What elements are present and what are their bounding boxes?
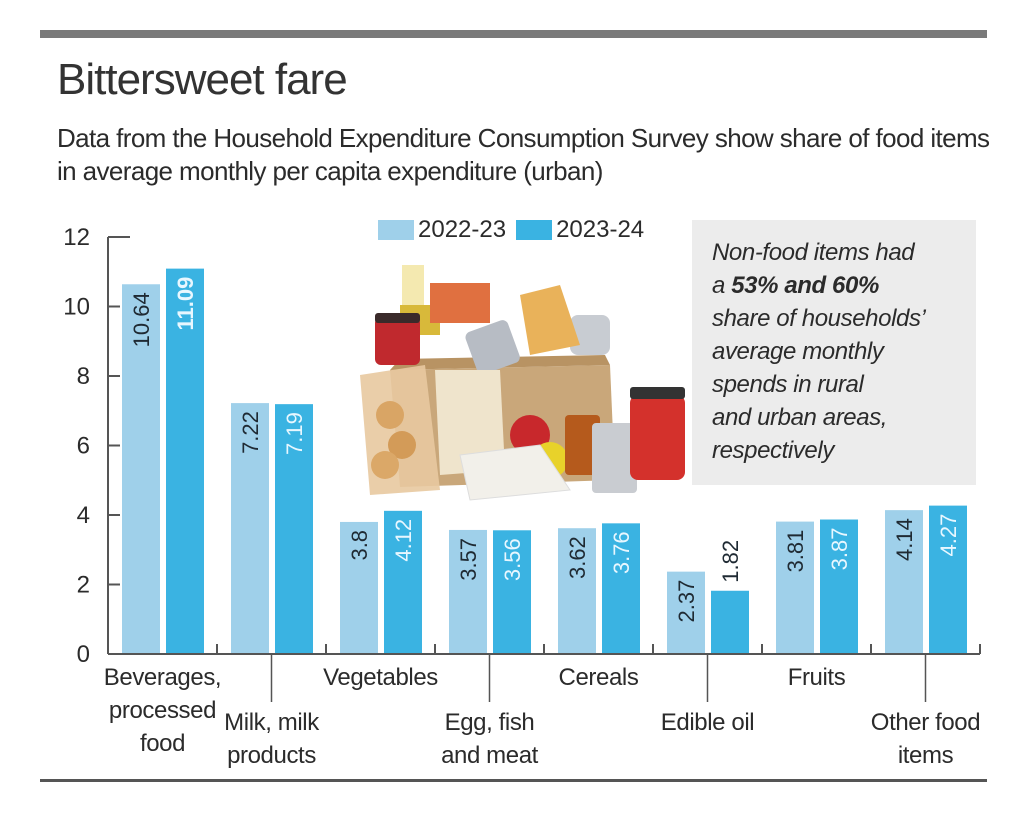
x-category-label: Vegetables	[311, 661, 451, 694]
data-label: 4.14	[892, 518, 917, 561]
x-category-label: Cereals	[529, 661, 669, 694]
data-label: 3.8	[347, 530, 372, 561]
bar-2022-23	[667, 571, 705, 654]
legend-item-2023-24: 2023-24	[516, 216, 644, 244]
x-category-label-line: Beverages,	[103, 664, 222, 691]
bar-2022-23	[885, 510, 923, 654]
legend-item-2022-23: 2022-23	[378, 216, 506, 244]
x-category-label-line: Vegetables	[323, 664, 438, 691]
note-text-prefix: a	[712, 272, 732, 299]
x-category-label-line: processed	[108, 697, 217, 724]
legend: 2022-23 2023-24	[378, 216, 654, 244]
chart-title: Bittersweet fare	[57, 55, 348, 104]
x-category-label: Beverages, processed food	[93, 661, 233, 760]
bar-2022-23	[558, 528, 596, 654]
y-tick-label: 12	[63, 224, 90, 251]
note-highlight: 53% and 60%	[731, 272, 879, 299]
data-label: 7.22	[238, 411, 263, 454]
data-label: 11.09	[173, 277, 198, 331]
bar-2022-23	[340, 521, 378, 654]
data-label: 3.62	[565, 536, 590, 579]
bar-2022-23	[122, 284, 160, 654]
note-line: Non-food items had	[712, 239, 915, 266]
note-line: respectively	[712, 437, 834, 464]
x-category-label-line: Milk, milk	[224, 709, 319, 736]
bar-2023-24	[384, 510, 422, 654]
biscuit	[376, 401, 404, 429]
bottle-shape	[402, 265, 424, 315]
x-category-label-line: Egg, fish	[444, 709, 535, 736]
y-tick-label: 2	[77, 572, 90, 599]
x-category-label: Other food items	[856, 706, 996, 772]
cloth-bag	[459, 444, 571, 501]
data-label: 3.57	[456, 538, 481, 581]
can-shape	[465, 320, 520, 375]
x-category-label: Edible oil	[638, 706, 778, 739]
grains-bag	[435, 370, 505, 475]
legend-label-2023-24: 2023-24	[556, 216, 645, 243]
jar-shape	[375, 317, 420, 365]
y-tick-label: 0	[77, 641, 90, 668]
data-label: 2.37	[674, 580, 699, 623]
bar-2023-24	[711, 590, 749, 654]
note-line: and urban areas,	[712, 404, 888, 431]
jar-lid	[630, 387, 685, 399]
y-tick-label: 10	[63, 294, 90, 321]
biscuit	[388, 431, 416, 459]
x-category-label-line: products	[227, 742, 316, 769]
bar-2022-23	[776, 521, 814, 654]
jar-lid	[375, 313, 420, 323]
data-label: 10.64	[129, 292, 154, 347]
x-category-label-line: Fruits	[787, 664, 846, 691]
chart-subtitle: Data from the Household Expenditure Cons…	[57, 123, 990, 186]
note-line: share of households’	[712, 305, 926, 332]
note-line: average monthly	[712, 338, 884, 365]
x-category-label-line: Other food	[870, 709, 981, 736]
data-label: 3.76	[609, 531, 634, 574]
bar-2023-24	[493, 530, 531, 654]
note-line: spends in rural	[712, 371, 864, 398]
bar-2022-23	[449, 529, 487, 654]
data-label: 3.81	[783, 530, 808, 573]
bar-2023-24	[820, 519, 858, 654]
x-category-label-line: food	[139, 730, 186, 757]
pepper-jar	[630, 395, 685, 480]
bar-2023-24	[929, 505, 967, 654]
bar-2023-24	[602, 523, 640, 654]
note-box	[692, 220, 976, 485]
data-label: 3.56	[500, 538, 525, 581]
x-category-label: Fruits	[747, 661, 887, 694]
biscuit	[371, 451, 399, 479]
data-label: 1.82	[718, 540, 743, 583]
x-category-label: Egg, fish and meat	[420, 706, 560, 772]
package-shape	[430, 283, 490, 323]
y-tick-label: 4	[77, 502, 90, 529]
bar-2023-24	[275, 404, 313, 654]
bar-2023-24	[166, 268, 204, 654]
tin-can	[592, 423, 637, 493]
bar-2022-23	[231, 403, 269, 654]
honey-jar	[565, 415, 600, 475]
top-rule	[40, 30, 987, 38]
y-tick-label: 8	[77, 363, 90, 390]
y-tick-label: 6	[77, 433, 90, 460]
x-category-label: Milk, milk products	[202, 706, 342, 772]
legend-swatch-2022-23	[378, 220, 414, 240]
data-label: 7.19	[282, 412, 307, 455]
note-line: a 53% and 60%	[712, 269, 972, 302]
data-label: 3.87	[827, 528, 852, 571]
groceries-image	[360, 265, 685, 501]
data-label: 4.12	[391, 519, 416, 562]
legend-label-2022-23: 2022-23	[418, 216, 507, 243]
pasta-bag	[520, 285, 580, 355]
x-category-label-line: Cereals	[558, 664, 639, 691]
legend-swatch-2023-24	[516, 220, 553, 240]
note-text: Non-food items had a 53% and 60% share o…	[712, 236, 972, 467]
data-label: 4.27	[936, 514, 961, 557]
x-category-label-line: Edible oil	[660, 709, 755, 736]
x-category-label-line: items	[897, 742, 954, 769]
x-category-label-line: and meat	[441, 742, 538, 769]
bottom-rule	[40, 779, 987, 782]
